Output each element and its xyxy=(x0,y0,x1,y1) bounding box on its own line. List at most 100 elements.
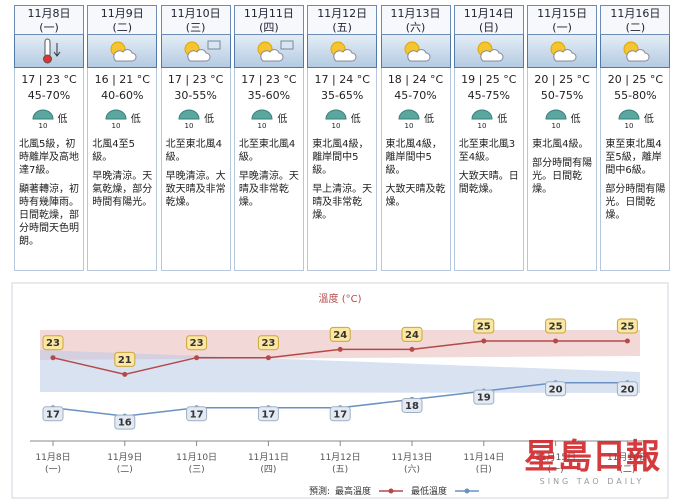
wind: 北風5級，初時離岸及高地達7級。 xyxy=(19,139,79,176)
weekday: (二) xyxy=(625,21,646,34)
x-tick-weekday: (日) xyxy=(476,464,492,475)
weekday: (六) xyxy=(405,21,426,34)
temperature: 17 | 23 °C xyxy=(167,73,224,86)
x-tick-label: 11月9日 xyxy=(107,452,142,463)
date: 11月9日 xyxy=(100,7,144,20)
legend-dot xyxy=(388,488,394,494)
wind: 北至東北風3至4級。 xyxy=(458,139,516,163)
temperature: 20 | 25 °C xyxy=(534,73,590,86)
umbrella xyxy=(31,109,54,120)
rain-icon-label: 10 xyxy=(405,122,414,130)
umbrella-icon: 10 xyxy=(618,109,640,130)
icon-box xyxy=(160,35,231,68)
rain-icon-label: 10 xyxy=(624,122,633,130)
point xyxy=(337,346,343,352)
point xyxy=(194,355,200,361)
chart-title: 溫度 (°C) xyxy=(319,292,362,305)
umbrella xyxy=(471,109,493,120)
x-tick-weekday: (六) xyxy=(404,463,420,475)
umbrella xyxy=(251,109,273,120)
forecast-card: 11月9日 (二) 16 | 21 °C 40-60% 10 低北風4至5級。 早晚清涼。天… xyxy=(87,5,158,271)
icon-box xyxy=(87,35,158,68)
cloud xyxy=(186,49,211,62)
date: 11月8日 xyxy=(27,7,71,20)
value-label: 17 xyxy=(261,409,275,420)
humidity: 55-80% xyxy=(614,89,657,102)
wind: 東北風4級。 xyxy=(532,139,589,150)
card-header: 11月14日 (日) xyxy=(453,5,524,35)
forecast-card: 11月11日 (四) 17 | 23 °C 35-60% 10 低北至東北風4級。 早晚清涼… xyxy=(233,5,304,271)
umbrella-icon: 10 xyxy=(398,109,420,130)
rain-icon-label: 10 xyxy=(38,122,47,130)
card-header: 11月10日 (三) xyxy=(160,5,231,35)
card-header: 11月9日 (二) xyxy=(87,5,158,35)
umbrella xyxy=(105,109,127,120)
value-label-box xyxy=(473,389,495,405)
humidity: 35-65% xyxy=(320,89,364,102)
rain-row: 10 低 xyxy=(92,108,152,130)
weather-icon xyxy=(623,41,650,62)
cloud xyxy=(626,49,650,62)
icon-box xyxy=(527,35,598,68)
description: 部分時間有陽光。日間乾燥。 xyxy=(605,184,666,221)
humidity: 35-60% xyxy=(247,89,291,102)
rain-level: 低 xyxy=(350,113,361,125)
humidity: 45-75% xyxy=(467,89,510,102)
value-label: 17 xyxy=(46,409,60,420)
cloud xyxy=(333,49,357,62)
umbrella xyxy=(618,109,640,120)
umbrella-icon: 10 xyxy=(251,109,273,130)
x-tick-label: 11月8日 xyxy=(35,452,70,463)
x-tick-weekday: (二) xyxy=(117,465,133,475)
value-label-box xyxy=(401,326,423,342)
x-tick-label: 11月16日 xyxy=(607,452,648,463)
temperature: 17 | 23 °C xyxy=(241,73,297,86)
forecast-card: 11月16日 (二) 20 | 25 °C 55-80% 10 低東至東北風4至5級，離岸… xyxy=(600,5,671,271)
weekday: (日) xyxy=(479,21,499,34)
rain-level: 低 xyxy=(204,113,215,125)
value-label-box xyxy=(114,351,136,367)
humidity: 40-60% xyxy=(101,89,144,102)
value-label: 24 xyxy=(405,330,419,341)
icon-box xyxy=(307,35,378,68)
cloud xyxy=(553,49,577,62)
rain-level: 低 xyxy=(424,113,434,125)
cloud xyxy=(113,49,137,62)
description: 早上清涼。天晴及非常乾燥。 xyxy=(312,184,373,221)
description: 大致天晴及乾燥。 xyxy=(385,184,446,208)
weather-icon xyxy=(550,41,577,62)
temperature: 19 | 25 °C xyxy=(461,73,517,86)
description: 早晚清涼。天氣乾燥，部分時間有陽光。 xyxy=(92,171,153,208)
card-body: 17 | 23 °C 35-60% 10 低北至東北風4級。 早晚清涼。天晴及非常乾燥。 xyxy=(233,68,304,271)
umbrella xyxy=(178,109,200,120)
forecast-card: 11月14日 (日) 19 | 25 °C 45-75% 10 低北至東北風3至4級。 大致… xyxy=(453,5,524,271)
icon-box xyxy=(233,35,304,68)
wind: 東北風4級，離岸間中5級。 xyxy=(385,139,442,176)
rain-row: 10 低 xyxy=(532,108,592,130)
humidity: 50-75% xyxy=(540,89,584,102)
rain-icon-label: 10 xyxy=(258,122,267,130)
rain-row: 10 低 xyxy=(605,108,665,130)
legend-dot xyxy=(464,488,470,494)
weekday: (一) xyxy=(552,21,572,34)
weather-icon xyxy=(110,41,137,62)
value-label: 25 xyxy=(477,322,491,333)
x-tick-weekday: (一) xyxy=(548,465,564,475)
value-label: 25 xyxy=(549,322,563,333)
rain-row: 10 低 xyxy=(459,108,519,130)
temperature: 17 | 24 °C xyxy=(314,73,370,86)
icon-box xyxy=(453,35,524,68)
point xyxy=(122,371,128,377)
cloud xyxy=(406,49,430,62)
weather-icon xyxy=(330,41,357,62)
weather-icon xyxy=(477,41,504,62)
arrow xyxy=(53,43,61,57)
value-label-box xyxy=(329,406,351,422)
rain-level: 低 xyxy=(57,113,68,125)
umbrella-icon: 10 xyxy=(325,109,347,130)
point xyxy=(265,355,271,361)
rain-icon-label: 10 xyxy=(185,122,194,130)
card-header: 11月13日 (六) xyxy=(380,5,451,35)
rain-level: 低 xyxy=(643,113,654,125)
